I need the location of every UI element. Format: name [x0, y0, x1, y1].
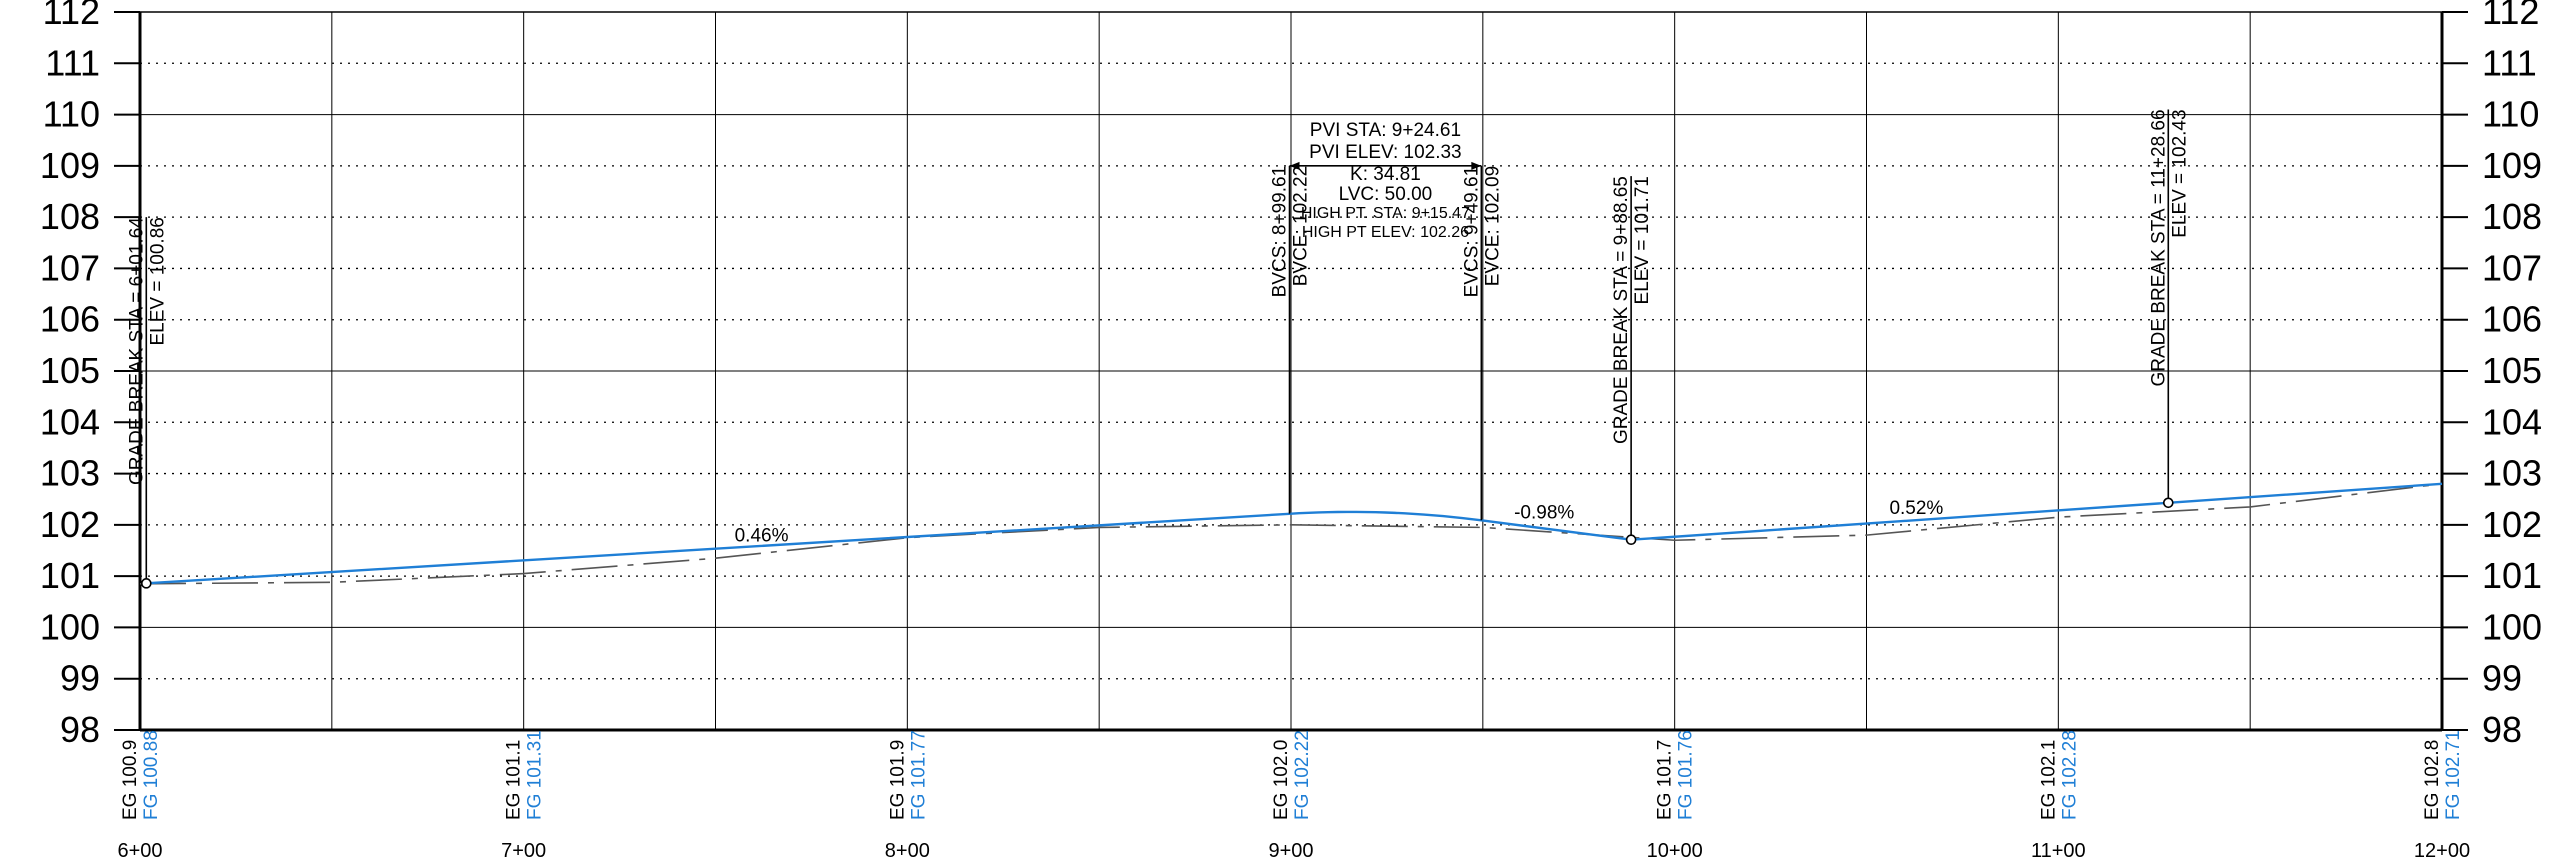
fg-elevation-label: FG 101.76	[1676, 730, 1697, 820]
y-tick-label-right: 99	[2482, 658, 2522, 699]
grade-break-marker	[1625, 534, 1637, 546]
eg-elevation-label: EG 101.9	[887, 740, 908, 820]
design-profile-series	[146, 482, 2443, 585]
eg-elevation-label: EG 102.0	[1271, 740, 1292, 820]
y-tick-label-right: 112	[2482, 0, 2539, 32]
fg-elevation-label: FG 101.31	[525, 730, 546, 820]
grade-label: 0.46%	[735, 525, 789, 546]
design-profile-line	[146, 482, 2443, 585]
y-tick-label-right: 101	[2482, 555, 2542, 596]
y-tick-label-left: 112	[43, 0, 100, 32]
y-tick-label-left: 100	[40, 606, 100, 647]
y-tick-label-right: 103	[2482, 453, 2542, 494]
annotation-text: BVCS: 8+99.61BVCE: 102.22	[1270, 166, 1312, 298]
grade-labels: 0.46% -0.98% 0.52%	[735, 498, 1944, 546]
y-tick-label-left: 108	[40, 196, 100, 237]
y-tick-label-left: 99	[60, 658, 100, 699]
grade-label: -0.98%	[1514, 502, 1574, 523]
annotation-line: BVCS: 8+99.61	[1270, 166, 1291, 298]
y-tick-label-left: 107	[40, 247, 100, 288]
pvi-info-line: LVC: 50.00	[1339, 184, 1433, 205]
y-tick-label-right: 106	[2482, 299, 2542, 340]
annotation-line: BVCE: 102.22	[1291, 166, 1312, 286]
y-tick-label-left: 101	[40, 555, 100, 596]
annotation-line: ELEV = 102.43	[2169, 109, 2190, 237]
x-tick-label: 12+00	[2414, 840, 2470, 860]
x-tick-label: 6+00	[117, 840, 162, 860]
x-tick-label: 8+00	[885, 840, 930, 860]
annotation-line: GRADE BREAK STA = 11+28.66	[2148, 109, 2169, 386]
fg-elevation-label: FG 102.71	[2443, 730, 2464, 820]
x-tick-label: 9+00	[1268, 840, 1313, 860]
eg-elevation-label: EG 102.8	[2422, 740, 2443, 820]
eg-elevation-label: EG 101.1	[504, 740, 525, 820]
y-tick-label-left: 110	[43, 94, 100, 135]
existing-ground-line	[139, 483, 2443, 585]
grade-break-marker	[2162, 497, 2174, 509]
grid	[140, 12, 2442, 730]
y-tick-label-right: 110	[2482, 94, 2539, 135]
fg-elevation-label: FG 102.22	[1292, 730, 1313, 820]
annotation-line: ELEV = 100.86	[147, 217, 168, 345]
annotation-text: GRADE BREAK STA = 9+88.65ELEV = 101.71	[1611, 176, 1653, 444]
high-point-info-line: HIGH PT ELEV: 102.26	[1302, 224, 1469, 241]
pvi-arrow-right	[1471, 161, 1482, 170]
station-elevation-labels: EG 100.9 FG 100.88 EG 101.1 FG 101.31 EG 101…	[120, 730, 2464, 820]
y-tick-label-left: 111	[45, 42, 100, 83]
x-tick-label: 7+00	[501, 840, 546, 860]
x-axis-ticks: 6+00 7+00 8+00 9+00 10+00 11+00 12+00	[117, 840, 2470, 860]
y-tick-label-right: 109	[2482, 145, 2542, 186]
y-tick-label-left: 105	[40, 350, 100, 391]
annotation-line: GRADE BREAK STA = 6+01.64	[126, 217, 147, 485]
grade-break-marker	[140, 578, 152, 589]
fg-elevation-label: FG 101.77	[908, 730, 929, 820]
pvi-arrow-left	[1289, 161, 1300, 170]
annotation-line: EVCS: 9+49.61	[1461, 166, 1482, 298]
fg-elevation-label: FG 102.28	[2059, 730, 2080, 820]
y-tick-label-right: 108	[2482, 196, 2542, 237]
y-tick-label-right: 105	[2482, 350, 2542, 391]
y-tick-label-right: 104	[2482, 401, 2542, 442]
y-tick-label-left: 103	[40, 453, 100, 494]
y-tick-label-left: 109	[40, 145, 100, 186]
y-axis-ticks: 98 98 99 99 100 100 101 101 102 102 103 103 104 104 10…	[40, 0, 2542, 750]
x-tick-label: 11+00	[2031, 840, 2086, 860]
annotation-text: GRADE BREAK STA = 6+01.64ELEV = 100.86	[126, 217, 168, 485]
y-tick-label-left: 104	[40, 401, 100, 442]
eg-elevation-label: EG 102.1	[2038, 740, 2059, 820]
y-tick-label-right: 98	[2482, 709, 2522, 750]
annotation-text: GRADE BREAK STA = 11+28.66ELEV = 102.43	[2148, 109, 2190, 386]
y-tick-label-right: 102	[2482, 504, 2542, 545]
x-tick-label: 10+00	[1647, 840, 1703, 860]
pvi-info-line: K: 34.81	[1350, 164, 1421, 185]
vertical-annotations: GRADE BREAK STA = 6+01.64ELEV = 100.86 BV…	[126, 109, 2190, 589]
y-tick-label-right: 111	[2482, 42, 2537, 83]
y-tick-label-left: 98	[60, 709, 100, 750]
existing-ground-series	[139, 483, 2443, 585]
annotation-line: ELEV = 101.71	[1632, 176, 1653, 304]
pvi-info-line: PVI STA: 9+24.61	[1310, 120, 1461, 141]
pvi-info-line: PVI ELEV: 102.33	[1309, 142, 1461, 163]
high-point-info-line: HIGH PT. STA: 9+15.47	[1301, 205, 1470, 222]
y-tick-label-left: 102	[40, 504, 100, 545]
y-tick-label-right: 107	[2482, 247, 2542, 288]
annotation-line: GRADE BREAK STA = 9+88.65	[1611, 176, 1632, 444]
y-tick-label-right: 100	[2482, 606, 2542, 647]
fg-elevation-label: FG 100.88	[141, 730, 162, 820]
eg-elevation-label: EG 100.9	[120, 740, 141, 820]
eg-elevation-label: EG 101.7	[1655, 740, 1676, 820]
y-tick-label-left: 106	[40, 299, 100, 340]
grade-label: 0.52%	[1889, 498, 1943, 519]
annotation-line: EVCE: 102.09	[1482, 166, 1503, 286]
annotation-text: EVCS: 9+49.61EVCE: 102.09	[1461, 166, 1503, 298]
